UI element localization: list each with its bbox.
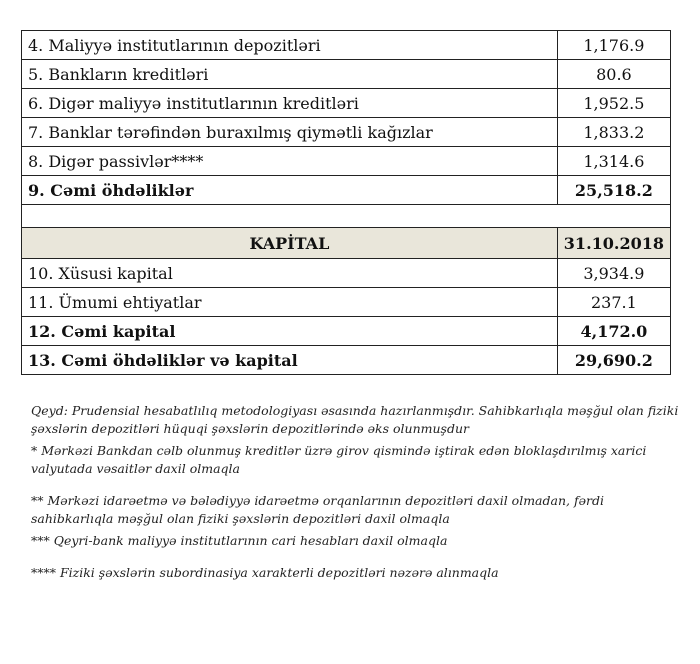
table-row: 6. Digər maliyyə institutlarının kreditl… bbox=[21, 88, 672, 118]
row-label: 9. Cəmi öhdəliklər bbox=[21, 175, 558, 205]
row-label: 10. Xüsusi kapital bbox=[21, 258, 558, 288]
spacer-cell bbox=[21, 204, 671, 228]
row-value: 4,172.0 bbox=[556, 316, 672, 346]
row-value: 237.1 bbox=[556, 287, 672, 317]
row-value: 80.6 bbox=[556, 59, 672, 89]
table-row: 11. Ümumi ehtiyatlar 237.1 bbox=[21, 287, 672, 317]
row-label: 7. Banklar tərəfindən buraxılmış qiymətl… bbox=[21, 117, 558, 147]
table-row: 10. Xüsusi kapital 3,934.9 bbox=[21, 258, 672, 288]
balance-table: 4. Maliyyə institutlarının depozitləri 1,… bbox=[21, 30, 672, 375]
grand-total-row: 13. Cəmi öhdəliklər və kapital 29,690.2 bbox=[21, 345, 672, 375]
note: Qeyd: Prudensial hesabatlılıq metodologi… bbox=[31, 403, 679, 436]
row-value: 25,518.2 bbox=[556, 175, 672, 205]
capital-total-row: 12. Cəmi kapital 4,172.0 bbox=[21, 316, 672, 346]
footnote-4: **** Fiziki şəxslərin subordinasiya xara… bbox=[31, 565, 499, 580]
row-value: 29,690.2 bbox=[556, 345, 672, 375]
row-label: 4. Maliyyə institutlarının depozitləri bbox=[21, 30, 558, 60]
liabilities-total-row: 9. Cəmi öhdəliklər 25,518.2 bbox=[21, 175, 672, 205]
row-value: 1,176.9 bbox=[556, 30, 672, 60]
row-value: 1,952.5 bbox=[556, 88, 672, 118]
table-row: 8. Digər passivlər**** 1,314.6 bbox=[21, 146, 672, 176]
row-label: 6. Digər maliyyə institutlarının kreditl… bbox=[21, 88, 558, 118]
capital-header: KAPİTAL bbox=[21, 227, 558, 259]
spacer-row bbox=[21, 204, 671, 228]
row-label: 11. Ümumi ehtiyatlar bbox=[21, 287, 558, 317]
table-row: 4. Maliyyə institutlarının depozitləri 1,… bbox=[21, 30, 672, 60]
table-row: 7. Banklar tərəfindən buraxılmış qiymətl… bbox=[21, 117, 672, 147]
row-label: 5. Bankların kreditləri bbox=[21, 59, 558, 89]
footnotes: Qeyd: Prudensial hesabatlılıq metodologi… bbox=[31, 402, 681, 586]
footnote-1: * Mərkəzi Bankdan cəlb olunmuş kreditlər… bbox=[31, 443, 647, 476]
row-value: 1,314.6 bbox=[556, 146, 672, 176]
row-value: 1,833.2 bbox=[556, 117, 672, 147]
footnote-2: ** Mərkəzi idarəetmə və bələdiyyə idarəe… bbox=[31, 493, 604, 526]
capital-header-row: KAPİTAL 31.10.2018 bbox=[21, 227, 672, 259]
row-label: 12. Cəmi kapital bbox=[21, 316, 558, 346]
row-value: 3,934.9 bbox=[556, 258, 672, 288]
row-label: 13. Cəmi öhdəliklər və kapital bbox=[21, 345, 558, 375]
table-row: 5. Bankların kreditləri 80.6 bbox=[21, 59, 672, 89]
date-header: 31.10.2018 bbox=[556, 227, 672, 259]
footnote-3: *** Qeyri-bank maliyyə institutlarının c… bbox=[31, 533, 448, 548]
row-label: 8. Digər passivlər**** bbox=[21, 146, 558, 176]
